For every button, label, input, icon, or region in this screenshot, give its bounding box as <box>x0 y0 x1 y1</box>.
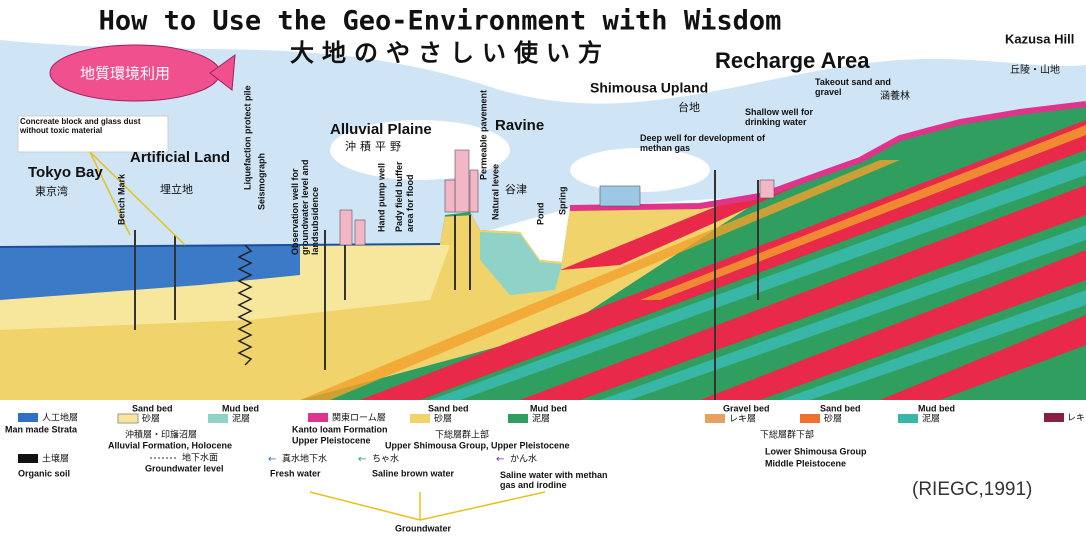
subtitle: 大地のやさしい使い方 <box>290 39 610 67</box>
facility-label: Spring <box>557 187 567 216</box>
legend-en: Alluvial Formation, Holocene <box>108 440 232 450</box>
legend-en: Kanto loam Formation <box>292 424 388 434</box>
area-label: Ravine <box>495 117 544 134</box>
facility-label: 涵養林 <box>880 89 910 102</box>
legend-jp: ちゃ水 <box>372 453 399 465</box>
facility-wrap: Deep well for development of methan gas <box>640 133 770 159</box>
facility-label: Shallow well for drinking water <box>745 107 835 127</box>
note: Concreate block and glass dust without t… <box>20 117 168 135</box>
legend-jp: 人工地層 <box>42 412 78 424</box>
legend-en: Sand bed <box>820 403 861 413</box>
swatch <box>705 414 725 423</box>
note-wrap: Concreate block and glass dust without t… <box>20 117 168 151</box>
swatch <box>410 414 430 423</box>
legend-en: Groundwater <box>395 523 452 533</box>
swatch <box>18 413 38 422</box>
legend-en: Sand bed <box>132 403 173 413</box>
legend-jp: 真水地下水 <box>282 453 327 465</box>
title: How to Use the Geo-Environment with Wisd… <box>99 6 782 37</box>
blimp-label: 地質環境利用 <box>80 65 170 83</box>
facility-label: Liquefaction protect pile <box>242 85 252 190</box>
swatch <box>1044 413 1064 422</box>
legend-jp: 沖積層・印旛沼層 <box>125 429 197 441</box>
swatch <box>118 414 138 423</box>
area-label: Artificial Land <box>130 149 230 166</box>
facility-label: Pady field buffer area for flood <box>394 142 416 232</box>
legend-en: Mud bed <box>918 403 955 413</box>
legend-en: Mud bed <box>530 403 567 413</box>
arrow: ← <box>358 454 366 465</box>
legend-wrap: Saline water with methan gas and irodine <box>500 470 620 496</box>
facility-label: Permeable pavement <box>478 90 488 180</box>
area-label-jp: 谷津 <box>505 183 527 196</box>
legend-en: Upper Shimousa Group, Upper Pleistocene <box>385 440 570 450</box>
area-label: Tokyo Bay <box>28 164 103 181</box>
legend-en: Gravel bed <box>723 403 770 413</box>
area-label: Alluvial Plaine <box>330 121 432 138</box>
area-label-jp: 埋立地 <box>160 182 193 196</box>
facility-wrap: Shallow well for drinking water <box>745 107 835 133</box>
legend-jp: 砂層 <box>824 413 842 425</box>
legend-en: Sand bed <box>428 403 469 413</box>
swatch <box>308 413 328 422</box>
legend-jp: かん水 <box>510 453 537 465</box>
legend-jp: 泥層 <box>532 414 550 425</box>
legend-en: Saline brown water <box>372 468 455 478</box>
arrow: ← <box>268 454 276 465</box>
legend: 人工地層 Man made Strata Sand bed 砂層 Mud bed… <box>5 403 1085 533</box>
facility-label: Pond <box>535 203 545 226</box>
legend-en: Man made Strata <box>5 424 78 434</box>
citation: (RIEGC,1991) <box>912 479 1032 500</box>
legend-jp: 下総層群下部 <box>760 429 814 441</box>
facility-label: Bench Mark <box>116 173 126 225</box>
facility-label: Seismograph <box>256 153 266 210</box>
legend-jp: 砂層 <box>434 413 452 425</box>
facility-label: Natural levee <box>490 164 500 220</box>
facility-wrap: Pady field buffer area for flood <box>394 142 424 232</box>
legend-en: Saline water with methan gas and irodine <box>500 470 620 490</box>
area-label: Recharge Area <box>715 48 870 73</box>
legend-en: Organic soil <box>18 468 70 478</box>
swatch <box>508 414 528 423</box>
facility-wrap: Observation well for groundwater level a… <box>290 115 320 255</box>
facility-label: Hand pump well <box>376 163 386 232</box>
legend-jp: 下総層群上部 <box>435 429 489 441</box>
legend-en: Fresh water <box>270 468 321 478</box>
facility-label: Observation well for groundwater level a… <box>290 115 320 255</box>
swatch <box>800 414 820 423</box>
legend-en: Middle Pleistocene <box>765 458 846 468</box>
diagram: 地質環境利用 How to Use the Geo-Environment wi… <box>0 0 1086 539</box>
legend-en: Upper Pleistocene <box>292 435 371 445</box>
legend-jp: レキ層 <box>729 414 756 425</box>
swatch <box>208 414 228 423</box>
legend-jp: 地下水面 <box>182 452 218 464</box>
legend-jp: 砂層 <box>142 413 160 425</box>
area-label: Shimousa Upland <box>590 80 708 96</box>
legend-jp: 泥層 <box>232 414 250 425</box>
swatch <box>898 414 918 423</box>
legend-en: Mud bed <box>222 403 259 413</box>
legend-jp: 土壌層 <box>42 453 69 465</box>
area-label-jp: 台地 <box>678 100 700 114</box>
area-label: Kazusa Hill <box>1005 31 1074 46</box>
area-label-jp: 丘陵・山地 <box>1010 63 1060 76</box>
swatch <box>18 454 38 463</box>
facility-label: Deep well for development of methan gas <box>640 133 770 153</box>
legend-en: Groundwater level <box>145 463 224 473</box>
legend-jp: 泥層 <box>922 414 940 425</box>
area-label-jp: 東京湾 <box>35 184 68 198</box>
groundwater-arrows <box>310 492 545 520</box>
legend-jp: レキ <box>1067 414 1085 424</box>
legend-en: Lower Shimousa Group <box>765 446 867 456</box>
legend-jp: 関東ローム層 <box>332 412 386 424</box>
arrow: ← <box>496 454 504 465</box>
